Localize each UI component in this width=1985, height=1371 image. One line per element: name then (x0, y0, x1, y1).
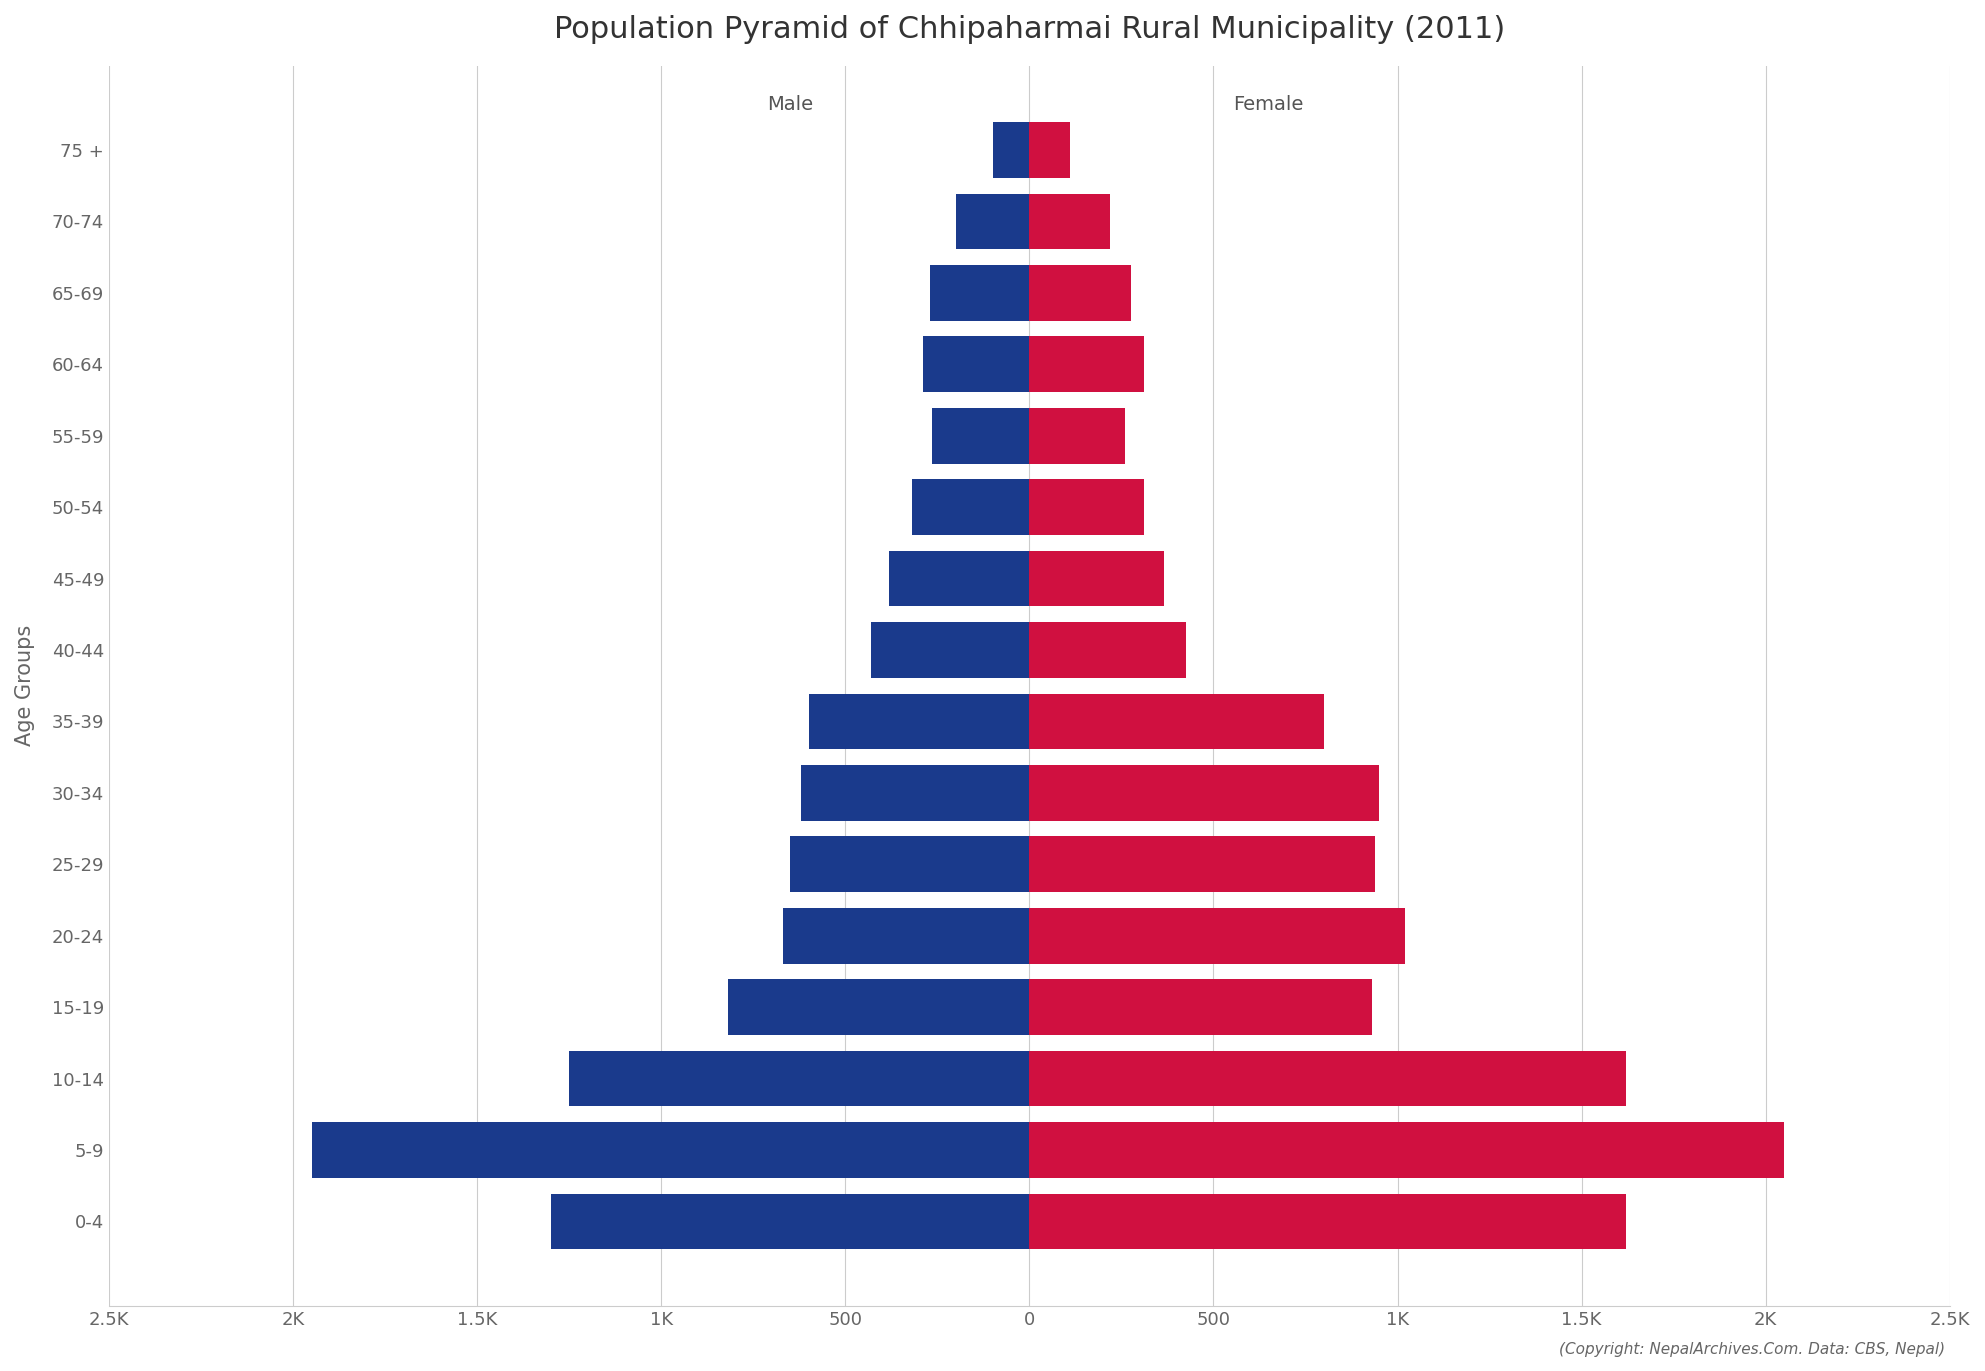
Bar (1030, 122, 1070, 178)
Bar (931, 407, 1030, 463)
Bar (1030, 407, 1125, 463)
Bar (570, 1050, 1030, 1106)
Bar (790, 836, 1030, 893)
Bar (1030, 694, 1324, 750)
Title: Population Pyramid of Chhipaharmai Rural Municipality (2011): Population Pyramid of Chhipaharmai Rural… (554, 15, 1505, 44)
Bar (802, 765, 1030, 821)
Bar (1030, 765, 1380, 821)
Bar (550, 1194, 1030, 1249)
Bar (1030, 193, 1110, 250)
Bar (1030, 265, 1131, 321)
Bar (1030, 336, 1143, 392)
Bar (1030, 551, 1163, 606)
Bar (992, 122, 1030, 178)
Bar (1030, 622, 1185, 677)
Bar (931, 265, 1030, 321)
Bar (923, 336, 1030, 392)
Text: (Copyright: NepalArchives.Com. Data: CBS, Nepal): (Copyright: NepalArchives.Com. Data: CBS… (1558, 1342, 1945, 1357)
Bar (1030, 1194, 1626, 1249)
Y-axis label: Age Groups: Age Groups (16, 625, 36, 746)
Bar (1030, 1050, 1626, 1106)
Bar (1030, 480, 1143, 535)
Bar (1030, 836, 1376, 893)
Bar (808, 694, 1030, 750)
Bar (312, 1123, 1030, 1178)
Bar (1030, 1123, 1785, 1178)
Bar (782, 908, 1030, 964)
Bar (1030, 979, 1372, 1035)
Text: Female: Female (1233, 95, 1304, 114)
Bar (728, 979, 1030, 1035)
Bar (871, 622, 1030, 677)
Bar (955, 193, 1030, 250)
Bar (889, 551, 1030, 606)
Bar (1030, 908, 1405, 964)
Bar (911, 480, 1030, 535)
Text: Male: Male (766, 95, 814, 114)
